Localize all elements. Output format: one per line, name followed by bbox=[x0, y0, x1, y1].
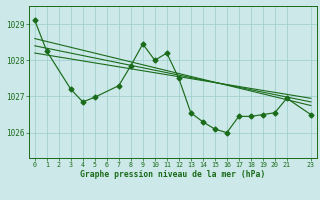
X-axis label: Graphe pression niveau de la mer (hPa): Graphe pression niveau de la mer (hPa) bbox=[80, 170, 265, 179]
